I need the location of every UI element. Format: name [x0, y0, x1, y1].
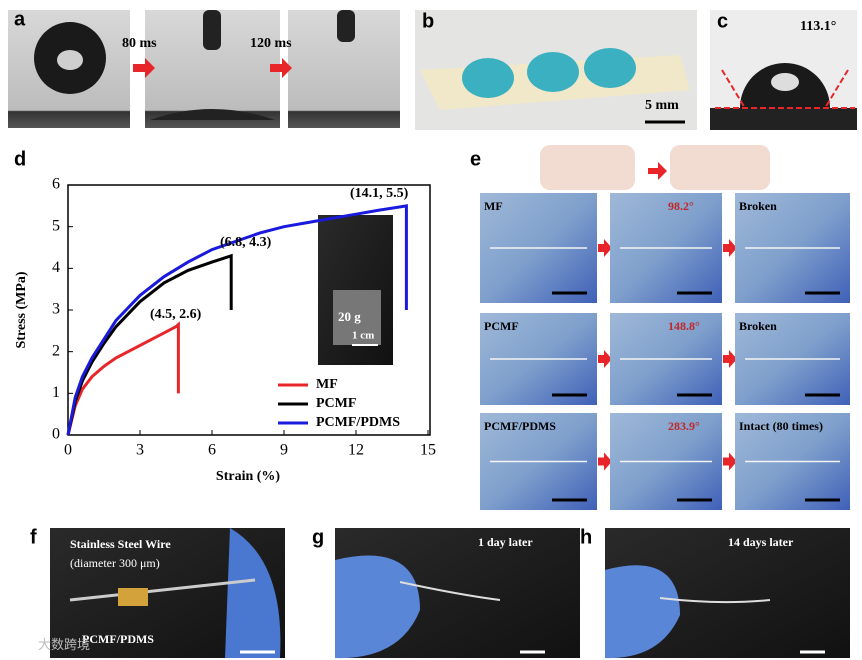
panel-c: c 113.1°	[710, 10, 857, 130]
panel-g: g 1 day later	[312, 526, 580, 659]
row-label: 98.2°	[668, 199, 694, 213]
hands-icon	[540, 145, 635, 190]
panel-b: b 5 mm	[415, 10, 697, 130]
drop	[462, 58, 514, 98]
spread-drop	[150, 109, 275, 120]
arrow	[598, 452, 612, 471]
substrate	[710, 108, 857, 130]
row-label: Broken	[739, 199, 777, 213]
row-label: MF	[484, 199, 503, 213]
row-label: 283.9°	[668, 419, 700, 433]
drop	[527, 52, 579, 92]
y-tick-label: 0	[52, 426, 60, 443]
panel-label: f	[30, 526, 37, 548]
time-label: 80 ms	[122, 36, 157, 51]
label: PCMF/PDMS	[82, 632, 154, 646]
legend-label: PCMF/PDMS	[316, 415, 400, 430]
clip	[118, 588, 148, 606]
wire	[659, 597, 771, 604]
wire	[399, 581, 501, 601]
inset-label: 20 g	[338, 309, 361, 324]
glove	[605, 565, 680, 659]
panel-h: h 14 days later	[580, 526, 850, 659]
y-tick-label: 3	[52, 301, 60, 318]
x-tick-label: 0	[64, 442, 72, 459]
wire	[69, 578, 256, 602]
row-label: PCMF	[484, 319, 519, 333]
row-label: Broken	[739, 319, 777, 333]
line	[66, 204, 408, 436]
panel-e: e MF 98.2° Broken PCMF 148.8° Broken PCMF/PDMS…	[470, 145, 850, 510]
y-tick-label: 5	[52, 217, 60, 234]
panel-a: a 80 ms 120 ms	[8, 8, 400, 128]
x-tick-label: 6	[208, 442, 216, 459]
annotation: (4.5, 2.6)	[150, 307, 202, 322]
x-tick-label: 3	[136, 442, 144, 459]
arrow	[723, 239, 737, 257]
panel-label: h	[580, 526, 592, 548]
arrow	[723, 350, 737, 368]
panel-f: f Stainless Steel Wire (diameter 300 μm)…	[30, 526, 285, 658]
time-label: 1 day later	[478, 535, 533, 549]
label: (diameter 300 μm)	[70, 556, 160, 570]
legend-label: MF	[316, 377, 338, 392]
highlight	[771, 73, 799, 91]
time-label: 120 ms	[250, 36, 292, 51]
annotation: (6.8, 4.3)	[220, 235, 272, 250]
watermark: 大数跨境	[38, 637, 90, 652]
y-axis-label: Stress (MPa)	[14, 271, 29, 348]
panel-label: e	[470, 148, 481, 170]
arrow	[648, 162, 667, 180]
droplet-highlight	[57, 50, 83, 70]
row-label: Intact (80 times)	[739, 419, 823, 433]
time-label: 14 days later	[728, 535, 794, 549]
needle	[337, 10, 355, 42]
scale-label: 5 mm	[645, 98, 679, 113]
panel-label: b	[422, 10, 434, 32]
x-axis-label: Strain (%)	[216, 469, 281, 484]
panel-label: d	[14, 148, 26, 170]
row-label: PCMF/PDMS	[484, 419, 556, 433]
arrow	[598, 350, 612, 368]
arrow	[133, 58, 155, 78]
arrow	[598, 239, 612, 257]
needle	[203, 10, 221, 50]
drop	[584, 48, 636, 88]
line	[66, 253, 233, 436]
tangent-lines	[715, 69, 855, 109]
line	[66, 321, 180, 436]
panel-label: c	[717, 10, 728, 32]
inset-label: 1 cm	[352, 330, 374, 342]
contact-angle: 113.1°	[800, 19, 836, 34]
annotation: (14.1, 5.5)	[350, 186, 409, 201]
glove	[335, 555, 420, 659]
x-tick-label: 9	[280, 442, 288, 459]
legend-label: PCMF	[316, 396, 356, 411]
arrow	[723, 452, 737, 471]
y-tick-label: 4	[52, 259, 60, 276]
row-label: 148.8°	[668, 319, 700, 333]
arrow	[270, 58, 292, 78]
y-tick-label: 2	[52, 342, 60, 359]
hands-icon	[670, 145, 770, 190]
glove	[225, 528, 281, 658]
panel-label: a	[14, 8, 26, 30]
y-tick-label: 6	[52, 176, 60, 193]
x-tick-label: 15	[420, 442, 436, 459]
x-tick-label: 12	[348, 442, 364, 459]
weight	[333, 290, 381, 345]
panel-label: g	[312, 526, 324, 548]
label: Stainless Steel Wire	[70, 537, 171, 551]
y-tick-label: 1	[52, 384, 60, 401]
